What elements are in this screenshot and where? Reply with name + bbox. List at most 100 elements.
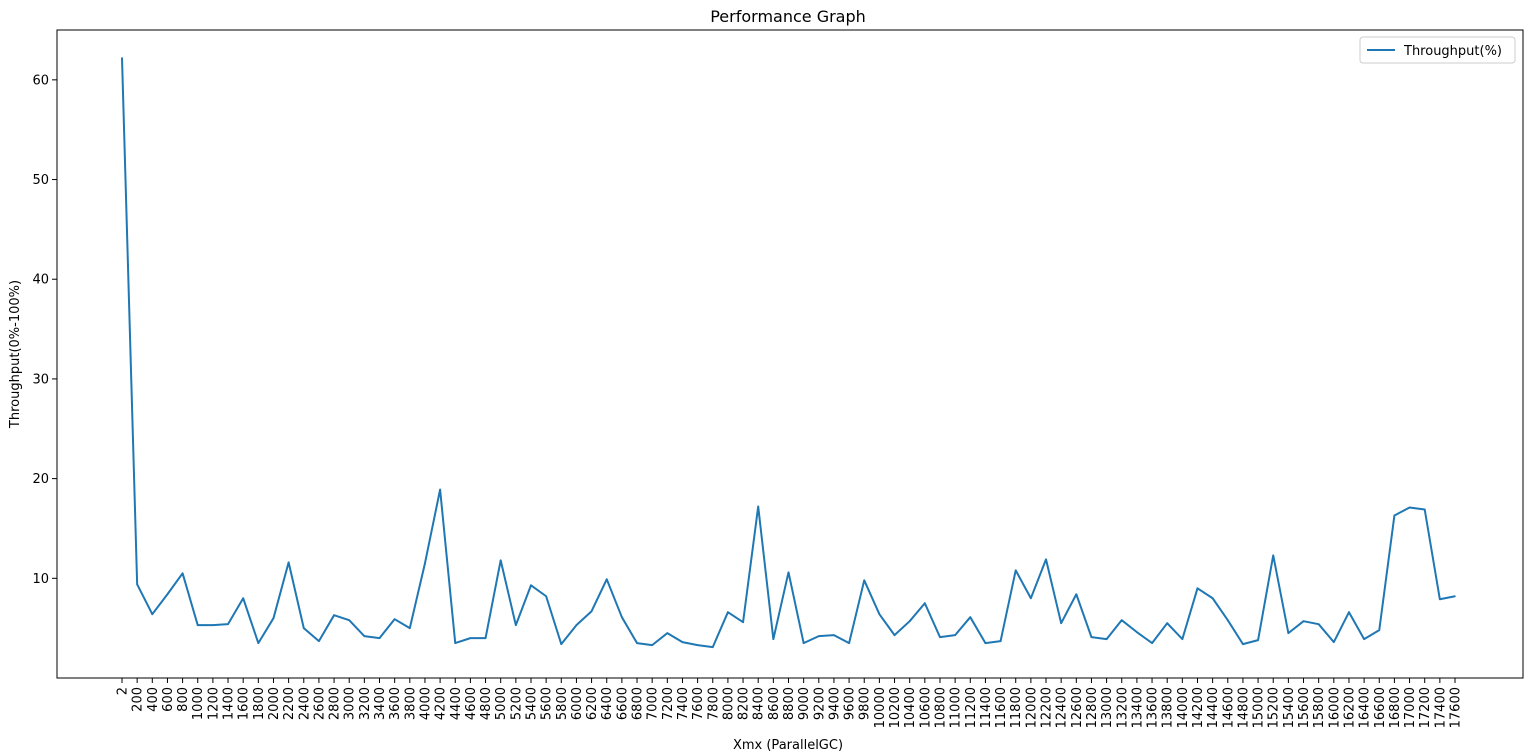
data-point — [817, 635, 820, 637]
x-tick-label: 6000 — [570, 687, 585, 720]
data-point — [802, 642, 805, 644]
data-point — [1060, 622, 1062, 624]
x-tick-label: 11600 — [994, 687, 1009, 728]
legend-label: Throughput(%) — [1403, 44, 1502, 59]
x-tick-label: 14200 — [1191, 687, 1206, 728]
y-tick-label: 40 — [32, 273, 49, 288]
data-point — [1045, 558, 1047, 561]
data-point — [409, 627, 411, 629]
data-point — [939, 636, 941, 638]
plot-area-frame — [56, 29, 1524, 679]
x-tick-label: 7000 — [646, 687, 661, 720]
data-point — [954, 634, 956, 636]
x-tick-label: 2000 — [267, 687, 282, 720]
x-tick-label: 3600 — [388, 687, 403, 720]
x-tick-label: 13800 — [1161, 687, 1176, 728]
legend-box — [1359, 36, 1516, 64]
x-tick-label: 10200 — [888, 687, 903, 728]
x-tick-label: 16800 — [1388, 687, 1403, 728]
y-axis: 10 20 30 40 50 60 — [32, 73, 57, 587]
data-point — [1439, 598, 1441, 601]
data-point — [1317, 623, 1320, 625]
data-point — [848, 642, 850, 644]
data-point — [424, 562, 426, 565]
x-tick-label: 12000 — [1024, 687, 1039, 728]
data-point — [772, 638, 775, 640]
data-point — [1014, 569, 1017, 572]
data-point — [530, 584, 532, 587]
data-point — [833, 634, 835, 636]
x-tick-label: 5600 — [540, 687, 555, 720]
x-tick-label: 9600 — [843, 687, 858, 720]
data-point — [393, 618, 396, 620]
data-point — [227, 623, 229, 625]
y-tick-label: 60 — [32, 73, 49, 88]
x-tick-label: 8000 — [721, 687, 736, 720]
data-point — [1226, 619, 1229, 621]
x-tick-label: 16400 — [1358, 687, 1373, 728]
y-tick-label: 30 — [32, 372, 49, 387]
y-tick-label: 50 — [32, 173, 49, 188]
data-point — [651, 644, 653, 646]
data-point — [787, 571, 790, 574]
data-point — [1136, 631, 1138, 633]
x-tick-label: 600 — [161, 687, 176, 712]
data-point — [439, 488, 441, 491]
x-tick-label: 17000 — [1403, 687, 1418, 728]
data-point — [469, 637, 472, 639]
data-point — [696, 644, 699, 646]
data-point — [1166, 622, 1168, 624]
x-tick-label: 8400 — [752, 687, 767, 720]
y-tick-label: 20 — [32, 472, 49, 487]
data-point — [302, 627, 305, 629]
x-tick-label: 2200 — [282, 687, 297, 720]
data-point — [590, 610, 593, 613]
x-tick-label: 14400 — [1206, 687, 1221, 728]
x-tick-label: 8200 — [737, 687, 752, 720]
x-tick-label: 4600 — [464, 687, 479, 720]
data-point — [1333, 641, 1335, 643]
data-point — [242, 597, 244, 600]
data-point — [196, 624, 199, 626]
x-tick-label: 2400 — [297, 687, 312, 720]
x-tick-label: 6400 — [600, 687, 615, 720]
x-tick-label: 11000 — [949, 687, 964, 728]
data-point — [711, 646, 714, 648]
data-point — [1120, 619, 1123, 621]
x-tick-label: 15800 — [1312, 687, 1327, 728]
data-point — [318, 640, 320, 642]
data-point — [287, 561, 290, 564]
data-point — [1363, 638, 1365, 640]
data-point — [181, 572, 184, 575]
x-tick-label: 11200 — [964, 687, 979, 728]
x-tick-label: 10600 — [918, 687, 933, 728]
data-point — [121, 57, 123, 59]
x-tick-label: 14800 — [1236, 687, 1251, 728]
data-point — [333, 614, 335, 616]
x-tick-label: 11400 — [979, 687, 994, 728]
x-tick-label: 15600 — [1297, 687, 1312, 728]
data-point — [257, 642, 260, 644]
x-tick-label: 1400 — [222, 687, 237, 720]
data-point — [621, 616, 623, 618]
x-tick-label: 10400 — [903, 687, 918, 728]
data-point — [515, 624, 517, 626]
x-tick-label: 9000 — [797, 687, 812, 720]
x-tick-label: 3400 — [373, 687, 388, 720]
data-point — [863, 579, 866, 582]
x-tick-label: 7400 — [676, 687, 691, 720]
x-tick-label: 13000 — [1100, 687, 1115, 728]
data-point — [605, 578, 608, 581]
data-point — [1242, 643, 1244, 645]
data-point — [1196, 587, 1199, 590]
x-tick-label: 15200 — [1267, 687, 1282, 728]
data-point — [1257, 639, 1259, 641]
data-point — [1423, 508, 1426, 511]
data-point — [984, 642, 987, 644]
data-point — [484, 637, 487, 639]
data-point — [742, 621, 744, 623]
data-point — [757, 505, 760, 508]
x-axis: 2 200 400 600 800 1000 1200 1400 1600 1800 2000 220… — [116, 678, 1464, 728]
x-tick-label: 14000 — [1176, 687, 1191, 728]
x-tick-label: 15400 — [1282, 687, 1297, 728]
